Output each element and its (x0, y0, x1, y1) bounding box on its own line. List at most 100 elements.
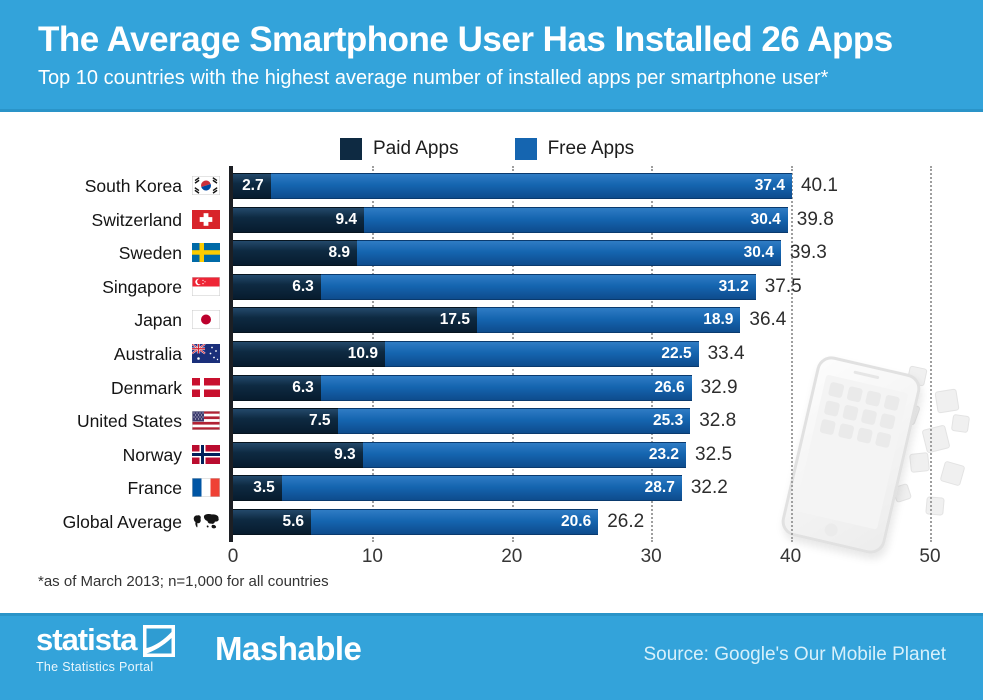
free-bar-segment: 31.2 (320, 274, 756, 300)
paid-value-label: 9.3 (334, 446, 356, 463)
paid-value-label: 10.9 (347, 345, 378, 362)
paid-bar-segment: 6.3 (233, 274, 321, 300)
bar-row: Global Average 5.6 20.6 26.2 (0, 509, 983, 535)
total-value-label: 40.1 (800, 175, 838, 196)
country-label: Singapore (102, 277, 182, 297)
header-banner: The Average Smartphone User Has Installe… (0, 0, 983, 112)
paid-bar-segment: 3.5 (233, 475, 282, 501)
free-apps-swatch-icon (514, 138, 537, 160)
free-bar-segment: 30.4 (364, 207, 788, 233)
free-bar-segment: 23.2 (362, 442, 687, 468)
bar-row: Japan 17.5 18.9 36.4 (0, 307, 983, 333)
free-value-label: 23.2 (648, 446, 680, 463)
flag-global-average-icon (192, 512, 220, 531)
free-bar-segment: 20.6 (311, 509, 599, 535)
x-axis-tick-label: 30 (640, 546, 662, 567)
bar-row: Denmark 6.3 26.6 32.9 (0, 375, 983, 401)
stacked-bar: 6.3 26.6 32.9 (233, 375, 930, 401)
paid-value-label: 2.7 (242, 177, 264, 194)
stacked-bar: 8.9 30.4 39.3 (233, 240, 930, 266)
stacked-bar: 7.5 25.3 32.8 (233, 408, 930, 434)
paid-apps-swatch-icon (340, 138, 362, 160)
flag-switzerland-icon (192, 210, 220, 229)
bar-row: Singapore 6.3 31.2 37.5 (0, 274, 983, 300)
source-credit: Source: Google's Our Mobile Planet (643, 644, 946, 665)
gridline (930, 166, 932, 542)
stacked-bar: 9.4 30.4 39.8 (233, 207, 930, 233)
country-label: Global Average (62, 512, 182, 532)
bar-row: United States 7.5 25.3 32.8 (0, 408, 983, 434)
paid-value-label: 6.3 (292, 278, 314, 295)
stacked-bar: 5.6 20.6 26.2 (233, 509, 930, 535)
total-value-label: 26.2 (607, 511, 645, 532)
paid-bar-segment: 5.6 (233, 509, 312, 535)
paid-value-label: 6.3 (292, 379, 314, 396)
gridline (790, 166, 793, 542)
stacked-bar: 9.3 23.2 32.5 (233, 442, 930, 468)
paid-bar-segment: 17.5 (233, 307, 477, 333)
stacked-bar: 10.9 22.5 33.4 (233, 341, 930, 367)
total-value-label: 32.8 (699, 410, 737, 431)
x-axis-tick-label: 40 (780, 546, 802, 567)
flag-singapore-icon (192, 277, 220, 296)
free-value-label: 30.4 (743, 244, 774, 261)
free-value-label: 30.4 (750, 211, 781, 228)
paid-bar-segment: 2.7 (233, 173, 271, 199)
flag-australia-icon (192, 344, 220, 363)
total-value-label: 32.5 (695, 444, 733, 465)
free-value-label: 28.7 (644, 479, 675, 496)
legend-label-paid: Paid Apps (373, 138, 459, 159)
x-axis-tick-label: 20 (501, 546, 523, 567)
legend-item-paid: Paid Apps (340, 138, 459, 160)
total-value-label: 39.8 (796, 209, 834, 230)
paid-bar-segment: 7.5 (233, 408, 338, 434)
statista-slope-icon (143, 625, 175, 662)
flag-south-korea-icon (192, 176, 220, 195)
total-value-label: 36.4 (749, 309, 787, 330)
paid-value-label: 5.6 (282, 513, 305, 530)
free-value-label: 20.6 (561, 513, 592, 530)
country-label: Switzerland (91, 210, 182, 230)
bar-row: France 3.5 28.7 32.2 (0, 475, 983, 501)
free-value-label: 22.5 (661, 345, 692, 362)
x-axis-tick-label: 0 (227, 546, 239, 567)
country-label: Australia (113, 344, 182, 364)
free-value-label: 18.9 (703, 311, 734, 328)
paid-bar-segment: 6.3 (233, 375, 321, 401)
total-value-label: 33.4 (707, 343, 745, 364)
total-value-label: 37.5 (764, 276, 802, 297)
footnote: *as of March 2013; n=1,000 for all count… (38, 573, 329, 590)
free-bar-segment: 26.6 (320, 375, 692, 401)
legend-item-free: Free Apps (514, 138, 635, 160)
paid-value-label: 17.5 (439, 311, 470, 328)
chart-legend: Paid Apps Free Apps (340, 138, 634, 160)
bar-row: Norway 9.3 23.2 32.5 (0, 442, 983, 468)
free-value-label: 31.2 (718, 278, 749, 295)
legend-label-free: Free Apps (547, 138, 635, 159)
free-bar-segment: 25.3 (337, 408, 691, 434)
free-bar-segment: 22.5 (384, 341, 699, 367)
free-value-label: 26.6 (654, 379, 685, 396)
page-title: The Average Smartphone User Has Installe… (38, 20, 893, 59)
stacked-bar: 6.3 31.2 37.5 (233, 274, 930, 300)
country-label: Denmark (111, 378, 182, 398)
statista-wordmark: statista (36, 622, 138, 657)
paid-bar-segment: 9.4 (233, 207, 365, 233)
flag-france-icon (192, 478, 220, 497)
total-value-label: 32.2 (690, 477, 728, 498)
flag-sweden-icon (192, 243, 220, 262)
flag-united-states-icon (192, 411, 220, 430)
bar-row: Switzerland 9.4 30.4 39.8 (0, 207, 983, 233)
page-subtitle: Top 10 countries with the highest averag… (38, 67, 829, 89)
stacked-bar: 17.5 18.9 36.4 (233, 307, 930, 333)
paid-bar-segment: 8.9 (233, 240, 358, 266)
paid-value-label: 7.5 (308, 412, 331, 429)
bar-row: Australia 10.9 22.5 33.4 (0, 341, 983, 367)
bar-row: South Korea 2.7 37.4 40.1 (0, 173, 983, 199)
free-bar-segment: 37.4 (270, 173, 792, 199)
free-bar-segment: 30.4 (357, 240, 781, 266)
total-value-label: 39.3 (789, 242, 827, 263)
flag-norway-icon (192, 445, 220, 464)
country-label: Sweden (118, 243, 182, 263)
